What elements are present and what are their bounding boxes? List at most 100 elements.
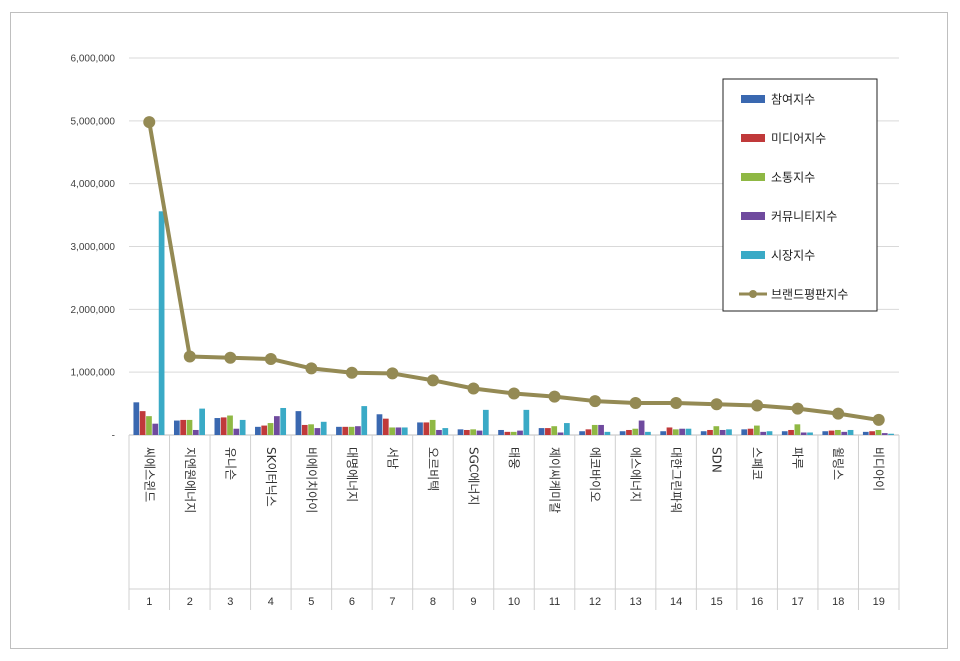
category-number: 14 [670, 596, 682, 608]
bar [504, 431, 511, 435]
legend-box [722, 78, 878, 312]
bar [510, 431, 517, 435]
category-number: 19 [873, 596, 885, 608]
bar [626, 429, 632, 435]
category-label: 비디아이 [872, 447, 886, 491]
brand-line [143, 116, 885, 426]
category-label: SK이터닉스 [264, 447, 278, 507]
bar [267, 423, 274, 435]
category-number: 7 [389, 596, 395, 608]
bar [186, 419, 193, 435]
bar [199, 408, 205, 435]
category-number: 5 [308, 596, 314, 608]
bar [645, 431, 651, 435]
brand-line-point [710, 398, 723, 411]
category-label: SDN [710, 447, 724, 473]
legend-label: 참여지수 [771, 93, 815, 107]
bar [753, 425, 760, 435]
bar [158, 211, 165, 435]
y-tick-label: 3,000,000 [71, 242, 116, 253]
bar [632, 428, 639, 435]
bar [579, 431, 585, 435]
bar [239, 419, 246, 435]
y-tick-label: 6,000,000 [71, 54, 116, 65]
bar [376, 414, 383, 435]
category-number: 13 [629, 596, 641, 608]
bar [881, 433, 888, 435]
legend-swatch [741, 212, 765, 220]
y-axis: - 1,000,000 2,000,000 3,000,000 4,000,000 5,0… [71, 54, 116, 442]
bar [355, 426, 361, 435]
bar [700, 431, 707, 435]
bar [417, 422, 423, 435]
category-label: 윌링스 [831, 447, 845, 480]
bar [470, 429, 477, 435]
category-number: 2 [187, 596, 193, 608]
bar [538, 428, 545, 435]
category-number: 12 [589, 596, 601, 608]
legend-label: 커뮤니티지수 [771, 210, 837, 224]
category-number: 9 [470, 596, 476, 608]
bar [523, 409, 530, 435]
brand-line-point [224, 351, 237, 364]
bar [423, 422, 430, 435]
bar [800, 432, 807, 435]
brand-line-point [467, 382, 480, 395]
bar [517, 430, 523, 435]
bar [781, 431, 788, 435]
bar [741, 429, 748, 435]
bar [660, 431, 667, 435]
bar [747, 428, 754, 435]
legend-swatch [741, 173, 765, 181]
category-number: 6 [349, 596, 355, 608]
bar [869, 431, 875, 435]
bar [713, 426, 720, 435]
bar [604, 431, 611, 435]
brand-reputation-chart: - 1,000,000 2,000,000 3,000,000 4,000,000 5,0… [71, 54, 900, 610]
bar [320, 421, 327, 435]
category-number: 17 [792, 596, 804, 608]
bar [835, 429, 841, 435]
category-label: SGC에너지 [466, 447, 480, 505]
brand-line-point [426, 374, 439, 387]
category-label: 씨에스윈드 [142, 447, 156, 502]
brand-line-point [670, 396, 683, 409]
category-number: 4 [268, 596, 274, 608]
bar [619, 431, 626, 435]
bar [482, 409, 489, 435]
bar [146, 416, 152, 435]
bar [672, 429, 679, 435]
brand-line-point [629, 396, 642, 409]
bar [429, 419, 436, 435]
bar [361, 406, 368, 435]
bar [314, 428, 321, 435]
bar [679, 428, 685, 435]
category-table: 씨에스윈드 1 지엔원에너지 2 유니슨 3 SK이터닉스 4 비에이치아이 5 대명에너지 6 서남 7… [128, 435, 900, 610]
bar [476, 430, 483, 435]
legend-label: 시장지수 [771, 249, 815, 263]
bar [788, 429, 794, 435]
category-number: 11 [549, 596, 560, 608]
bar [280, 407, 287, 435]
bar [336, 426, 342, 435]
bar [180, 419, 187, 435]
bar [274, 416, 280, 435]
category-label: 비에이치아이 [304, 447, 318, 513]
bar [342, 426, 349, 435]
bar [822, 431, 829, 435]
category-number: 16 [751, 596, 763, 608]
brand-line-point [751, 399, 764, 412]
brand-line-point [791, 402, 804, 415]
bar [598, 424, 604, 435]
legend-swatch [741, 95, 765, 103]
bar [707, 429, 713, 435]
bar [389, 427, 395, 435]
category-label: 에스에너지 [629, 447, 643, 502]
brand-line-point [143, 116, 156, 129]
y-tick-label: 1,000,000 [71, 368, 116, 379]
bar [227, 415, 233, 435]
bar [436, 429, 442, 435]
legend-swatch [741, 251, 765, 259]
category-number: 8 [430, 596, 436, 608]
